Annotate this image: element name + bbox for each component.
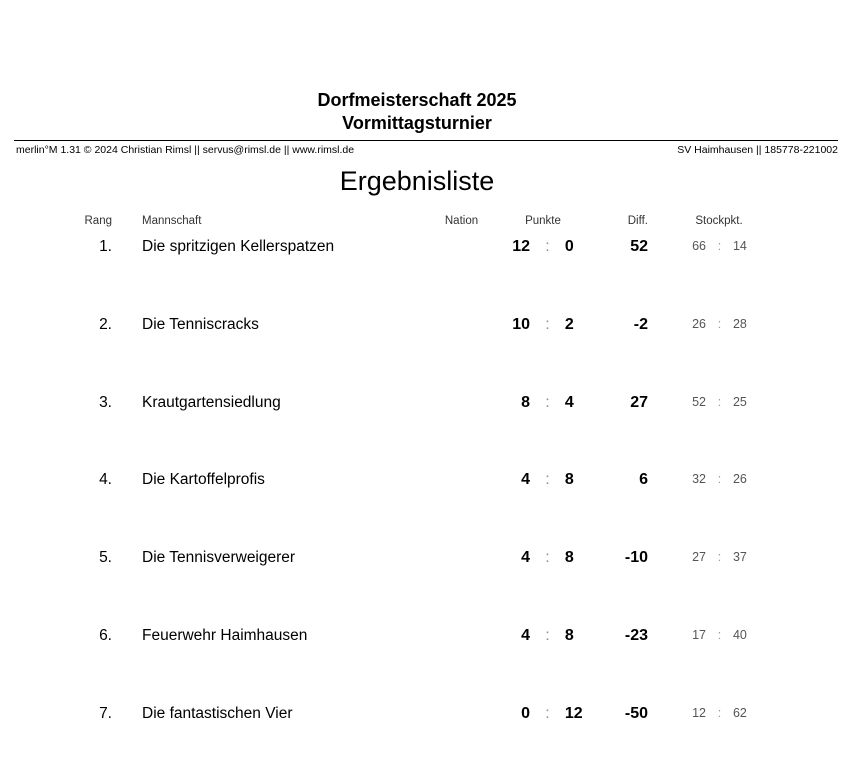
column-header-nation: Nation (444, 215, 479, 227)
team-name-cell: Feuerwehr Haimhausen (142, 627, 308, 644)
team-name-cell: Die fantastischen Vier (142, 705, 293, 722)
team-name-cell: Die Tennisverweigerer (142, 549, 296, 566)
punkte-cell: 8 : 4 (460, 394, 590, 412)
table-row: 1. Die spritzigen Kellerspatzen 12 : 0 5… (0, 238, 864, 262)
stockpkt-cell: 32 : 26 (666, 472, 776, 486)
diff-cell: -50 (624, 705, 648, 722)
punkte-cell: 0 : 12 (460, 705, 590, 723)
table-row: 2. Die Tenniscracks 10 : 2 -2 26 : 28 (0, 316, 864, 340)
punkte-cell: 4 : 8 (460, 549, 590, 567)
stockpkt-cell: 27 : 37 (666, 550, 776, 564)
colon-separator: : (717, 706, 722, 720)
column-header-stockpkt: Stockpkt. (695, 215, 743, 227)
stockpkt-cell: 66 : 14 (666, 239, 776, 253)
colon-separator: : (717, 239, 722, 253)
punkte-cell: 4 : 8 (460, 627, 590, 645)
tournament-subtitle: Vormittagsturnier (342, 113, 492, 133)
colon-separator: : (717, 550, 722, 564)
page-title: Ergebnisliste (339, 166, 495, 196)
stockpkt-cell: 17 : 40 (666, 628, 776, 642)
colon-separator: : (717, 395, 722, 409)
punkte-for-value: 4 (521, 471, 530, 488)
colon-separator: : (717, 317, 722, 331)
colon-separator: : (545, 316, 550, 333)
stock-for-value: 32 (692, 472, 706, 486)
tournament-title-block: Dorfmeisterschaft 2025 Vormittagsturnier (0, 89, 834, 135)
stock-for-value: 66 (692, 239, 706, 253)
column-header-rang: Rang (84, 215, 113, 227)
software-credit-text: merlin°M 1.31 © 2024 Christian Rimsl || … (16, 144, 355, 156)
stockpkt-cell: 12 : 62 (666, 706, 776, 720)
punkte-for-value: 8 (521, 394, 530, 411)
stock-against-value: 28 (732, 317, 747, 331)
stock-against-value: 40 (732, 628, 747, 642)
rank-cell: 3. (99, 394, 112, 411)
stock-for-value: 26 (692, 317, 706, 331)
stock-for-value: 52 (692, 395, 706, 409)
punkte-cell: 12 : 0 (460, 238, 590, 256)
punkte-cell: 10 : 2 (460, 316, 590, 334)
stock-for-value: 17 (692, 628, 706, 642)
stock-for-value: 27 (692, 550, 706, 564)
table-row: 5. Die Tennisverweigerer 4 : 8 -10 27 : … (0, 549, 864, 573)
rank-cell: 7. (99, 705, 112, 722)
table-row: 4. Die Kartoffelprofis 4 : 8 6 32 : 26 (0, 471, 864, 495)
rank-cell: 6. (99, 627, 112, 644)
rank-cell: 5. (99, 549, 112, 566)
colon-separator: : (545, 549, 550, 566)
diff-cell: -23 (624, 627, 648, 644)
punkte-for-value: 4 (521, 627, 530, 644)
punkte-for-value: 10 (512, 316, 530, 333)
stock-for-value: 12 (692, 706, 706, 720)
punkte-against-value: 4 (564, 394, 574, 411)
punkte-against-value: 2 (564, 316, 574, 333)
punkte-against-value: 0 (564, 238, 574, 255)
colon-separator: : (717, 472, 722, 486)
team-name-cell: Krautgartensiedlung (142, 394, 281, 411)
table-row: 6. Feuerwehr Haimhausen 4 : 8 -23 17 : 4… (0, 627, 864, 651)
team-name-cell: Die Tenniscracks (142, 316, 259, 333)
diff-cell: 6 (639, 471, 648, 488)
header-divider-line (14, 140, 838, 141)
diff-cell: 52 (630, 238, 648, 255)
column-header-punkte: Punkte (525, 215, 561, 227)
team-name-cell: Die Kartoffelprofis (142, 471, 265, 488)
colon-separator: : (545, 394, 550, 411)
column-header-mannschaft: Mannschaft (142, 215, 202, 227)
colon-separator: : (545, 238, 550, 255)
diff-cell: 27 (630, 394, 648, 411)
stock-against-value: 25 (732, 395, 747, 409)
colon-separator: : (545, 627, 550, 644)
colon-separator: : (545, 705, 550, 722)
punkte-cell: 4 : 8 (460, 471, 590, 489)
stock-against-value: 37 (732, 550, 747, 564)
club-id-text: SV Haimhausen || 185778-221002 (677, 144, 838, 156)
column-header-diff: Diff. (627, 215, 648, 227)
stock-against-value: 14 (732, 239, 747, 253)
stockpkt-cell: 52 : 25 (666, 395, 776, 409)
stockpkt-cell: 26 : 28 (666, 317, 776, 331)
stock-against-value: 26 (732, 472, 747, 486)
colon-separator: : (545, 471, 550, 488)
punkte-against-value: 8 (564, 471, 574, 488)
table-row: 7. Die fantastischen Vier 0 : 12 -50 12 … (0, 705, 864, 729)
punkte-against-value: 8 (564, 627, 574, 644)
table-row: 3. Krautgartensiedlung 8 : 4 27 52 : 25 (0, 394, 864, 418)
punkte-for-value: 12 (512, 238, 530, 255)
stock-against-value: 62 (732, 706, 747, 720)
rank-cell: 1. (99, 238, 112, 255)
rank-cell: 4. (99, 471, 112, 488)
punkte-against-value: 12 (564, 705, 583, 722)
punkte-against-value: 8 (564, 549, 574, 566)
rank-cell: 2. (99, 316, 112, 333)
colon-separator: : (717, 628, 722, 642)
punkte-for-value: 4 (521, 549, 530, 566)
team-name-cell: Die spritzigen Kellerspatzen (142, 238, 335, 255)
diff-cell: -10 (624, 549, 648, 566)
tournament-title: Dorfmeisterschaft 2025 (317, 90, 517, 110)
punkte-for-value: 0 (521, 705, 530, 722)
diff-cell: -2 (633, 316, 648, 333)
